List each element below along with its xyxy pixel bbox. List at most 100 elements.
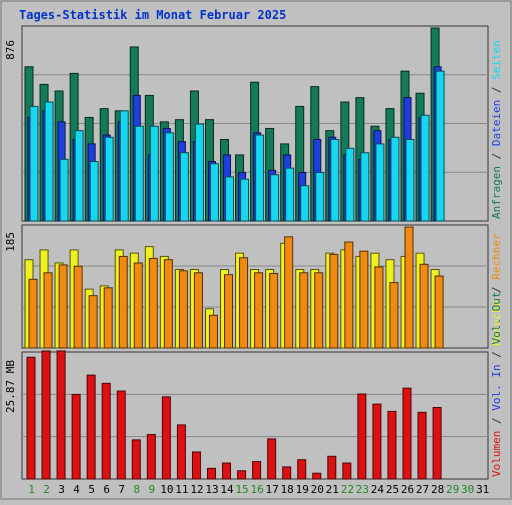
bar-volumen bbox=[417, 411, 427, 480]
bar-seiten bbox=[360, 152, 370, 222]
legend-separator: / bbox=[490, 80, 503, 100]
bar-seiten bbox=[330, 138, 340, 222]
day-label: 4 bbox=[73, 483, 80, 496]
bar-rechner bbox=[344, 241, 354, 349]
legend-top: Anfragen / Dateien / Seiten bbox=[490, 40, 503, 219]
bar-seiten bbox=[134, 125, 144, 222]
legend-separator: / bbox=[490, 411, 503, 431]
bar-rechner bbox=[148, 257, 158, 349]
bar-volumen bbox=[342, 462, 352, 480]
bar-volumen bbox=[131, 439, 141, 480]
bar-rechner bbox=[284, 236, 294, 349]
day-label: 14 bbox=[220, 483, 234, 496]
chart-legends: Anfragen / Dateien / Seiten Besuche / Rec… bbox=[490, 40, 503, 477]
bar-volumen bbox=[402, 387, 412, 480]
bar-seiten bbox=[164, 132, 174, 222]
day-label: 17 bbox=[266, 483, 279, 496]
scale-label-bottom: 25.87 MB bbox=[4, 360, 17, 413]
bar-seiten bbox=[435, 70, 445, 222]
day-labels: 1 2 3 4 5 6 7 8 9 10 11 12 13 14 15 16 17 18 19 20 21 22 23 24 2… bbox=[28, 483, 489, 496]
day-label: 31 bbox=[476, 483, 489, 496]
day-label: 13 bbox=[205, 483, 218, 496]
bar-volumen bbox=[432, 406, 442, 480]
bar-seiten bbox=[44, 101, 54, 222]
day-label: 2 bbox=[43, 483, 50, 496]
legend-item: Seiten bbox=[490, 40, 503, 80]
bar-seiten bbox=[375, 143, 385, 222]
bar-volumen bbox=[372, 403, 382, 480]
panel-top: 876 bbox=[4, 25, 489, 222]
day-label: 7 bbox=[118, 483, 125, 496]
bar-volumen bbox=[116, 390, 126, 480]
bar-rechner bbox=[254, 272, 264, 349]
bar-rechner bbox=[58, 264, 68, 349]
day-label: 19 bbox=[296, 483, 309, 496]
bar-volumen bbox=[237, 470, 247, 480]
bar-seiten bbox=[89, 161, 99, 222]
bar-rechner bbox=[118, 255, 128, 349]
day-label: 3 bbox=[58, 483, 65, 496]
bar-rechner bbox=[389, 282, 399, 349]
bar-rechner bbox=[269, 272, 279, 349]
bar-volumen bbox=[357, 393, 367, 480]
bar-volumen bbox=[252, 461, 262, 480]
legend-separator: / bbox=[490, 146, 503, 166]
legend-item: Dateien bbox=[490, 100, 503, 146]
bar-seiten bbox=[345, 147, 355, 222]
bar-seiten bbox=[119, 110, 129, 222]
legend-separator: / bbox=[490, 345, 503, 365]
bar-seiten bbox=[390, 136, 400, 222]
day-label: 30 bbox=[461, 483, 474, 496]
day-label: 1 bbox=[28, 483, 35, 496]
bar-rechner bbox=[374, 266, 384, 349]
bar-volumen bbox=[146, 434, 156, 480]
bar-volumen bbox=[387, 410, 397, 480]
day-label: 15 bbox=[235, 483, 248, 496]
bar-volumen bbox=[206, 467, 216, 480]
bar-rechner bbox=[193, 272, 203, 349]
bar-rechner bbox=[103, 287, 113, 349]
bar-seiten bbox=[285, 167, 295, 222]
day-label: 6 bbox=[103, 483, 110, 496]
bar-seiten bbox=[255, 134, 265, 222]
day-label: 10 bbox=[160, 483, 173, 496]
legend-bottom: Volumen / Vol. In / Vol. Out bbox=[490, 292, 503, 477]
scale-label-top: 876 bbox=[4, 40, 17, 60]
day-label: 9 bbox=[149, 483, 156, 496]
day-label: 26 bbox=[401, 483, 414, 496]
bar-rechner bbox=[419, 263, 429, 349]
bar-rechner bbox=[239, 257, 249, 349]
day-label: 29 bbox=[446, 483, 459, 496]
bar-volumen bbox=[161, 396, 171, 480]
legend-item: Rechner bbox=[490, 233, 503, 280]
bar-rechner bbox=[73, 265, 83, 349]
bar-seiten bbox=[194, 123, 204, 222]
legend-item: Besuche bbox=[490, 300, 503, 346]
bar-rechner bbox=[224, 274, 234, 349]
bar-rechner bbox=[434, 275, 444, 349]
bar-volumen bbox=[41, 350, 51, 480]
bar-seiten bbox=[179, 152, 189, 222]
legend-item: Volumen bbox=[490, 431, 503, 477]
panel-middle: 185 bbox=[4, 224, 489, 349]
day-label: 27 bbox=[416, 483, 429, 496]
bar-rechner bbox=[163, 259, 173, 349]
day-label: 11 bbox=[175, 483, 188, 496]
bar-rechner bbox=[329, 253, 339, 349]
bar-volumen bbox=[56, 350, 66, 480]
bar-volumen bbox=[312, 472, 322, 480]
bar-rechner bbox=[359, 250, 369, 349]
chart-title: Tages-Statistik im Monat Februar 2025 bbox=[19, 8, 286, 22]
bar-seiten bbox=[240, 178, 250, 222]
day-label: 21 bbox=[326, 483, 339, 496]
legend-item: Vol. Out bbox=[490, 292, 503, 345]
day-label: 18 bbox=[281, 483, 294, 496]
bar-seiten bbox=[420, 114, 430, 222]
bar-seiten bbox=[149, 125, 159, 222]
bar-rechner bbox=[299, 272, 309, 349]
bar-seiten bbox=[405, 138, 415, 222]
day-label: 12 bbox=[190, 483, 203, 496]
bar-rechner bbox=[28, 278, 38, 349]
